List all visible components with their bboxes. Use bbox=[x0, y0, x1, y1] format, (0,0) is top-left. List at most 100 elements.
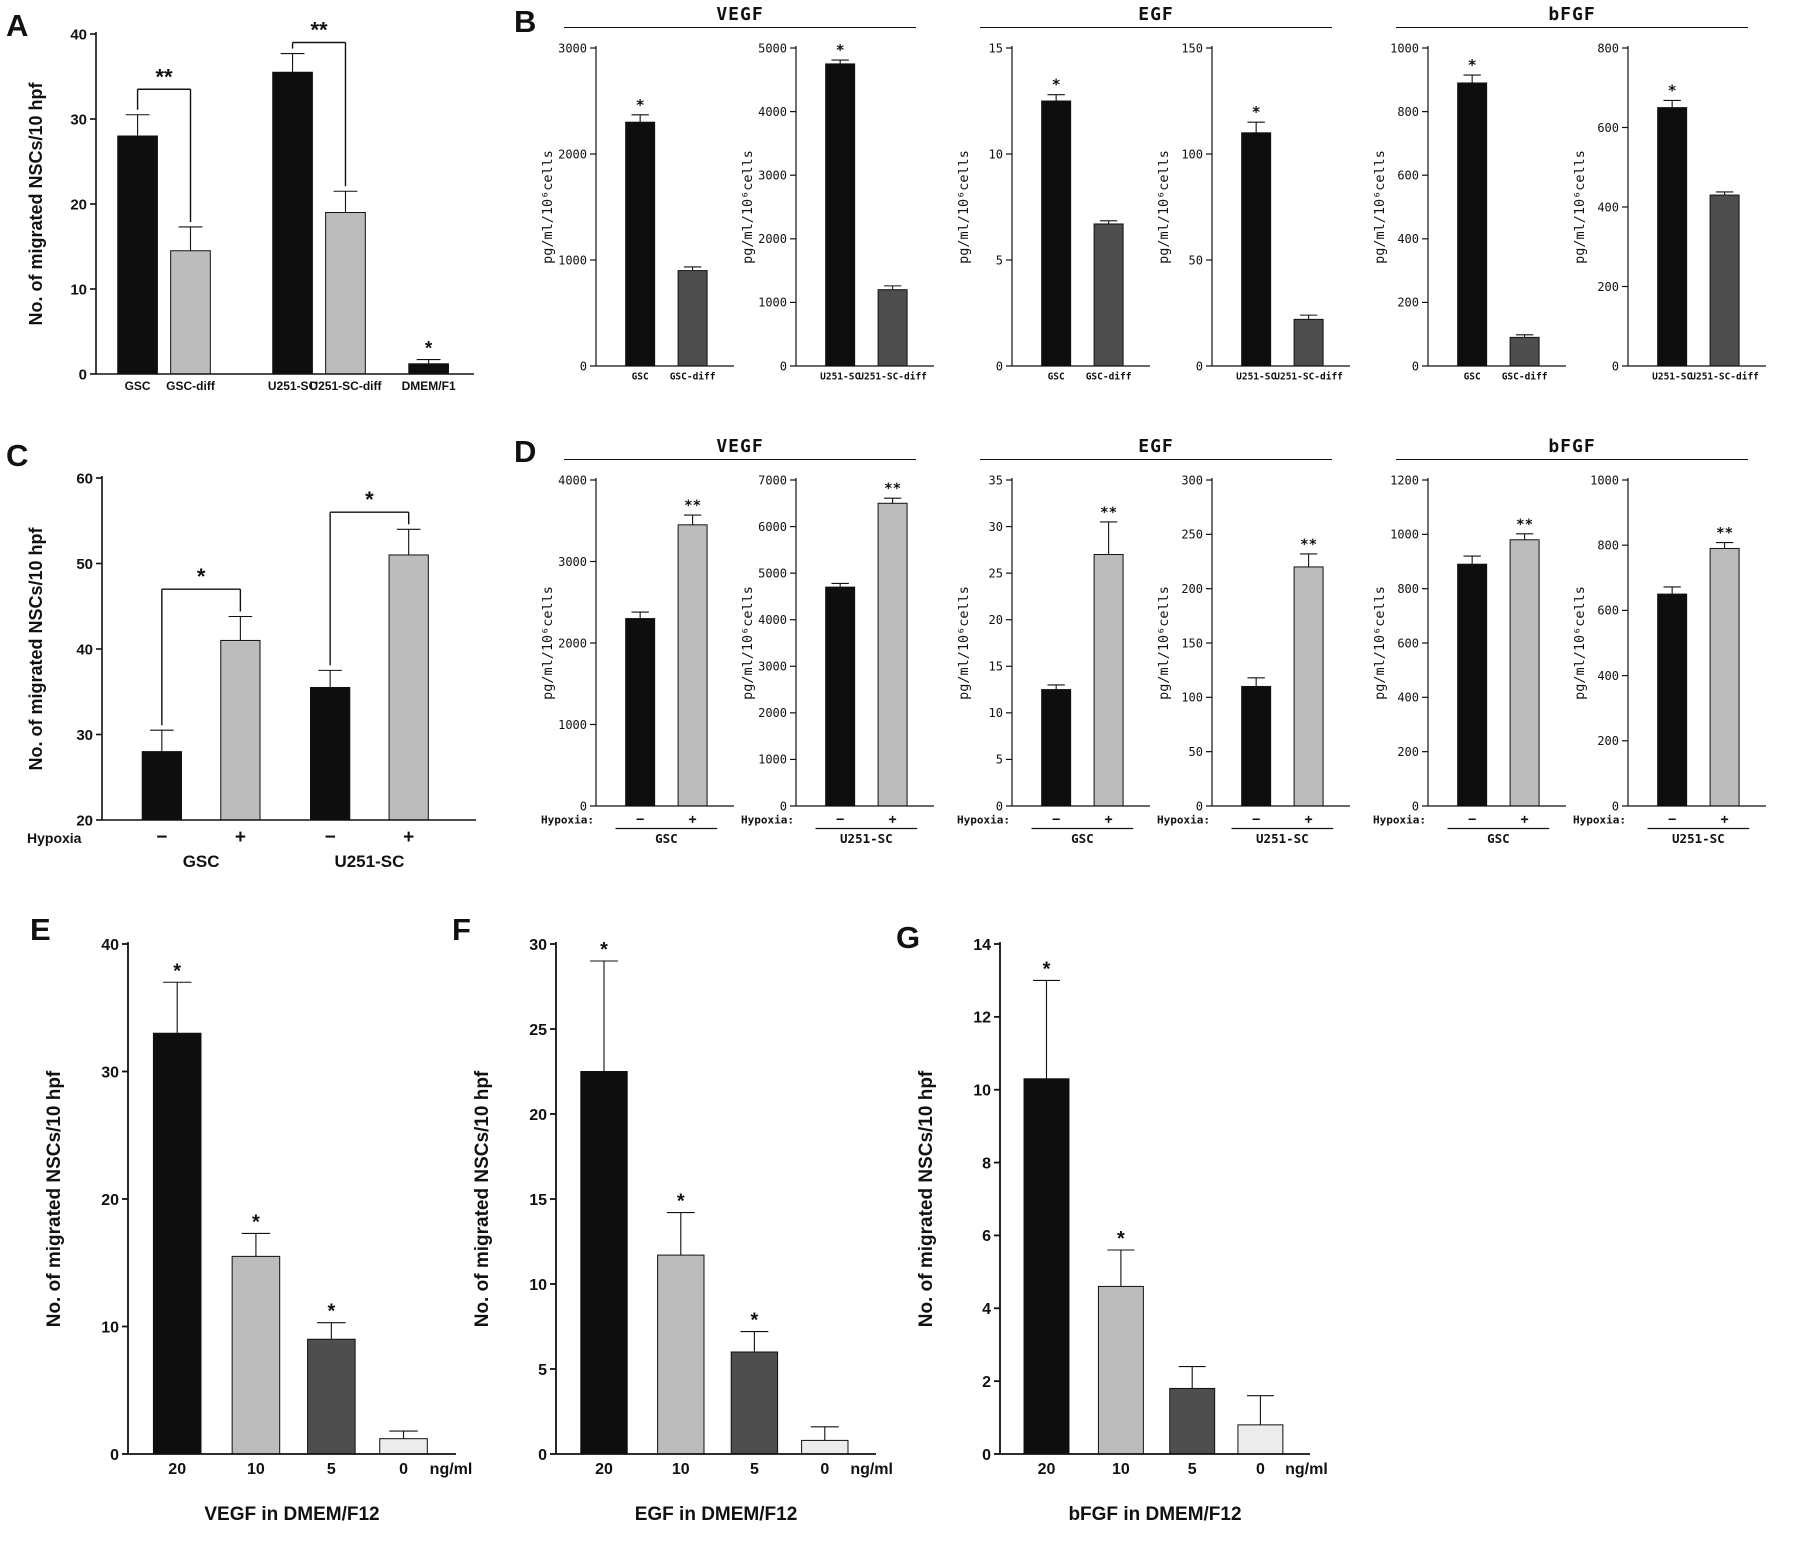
svg-text:800: 800 bbox=[1397, 105, 1419, 119]
svg-text:50: 50 bbox=[1189, 745, 1203, 759]
svg-text:U251-SC-diff: U251-SC-diff bbox=[1690, 372, 1759, 383]
svg-text:100: 100 bbox=[1181, 147, 1203, 161]
svg-text:GSC: GSC bbox=[125, 379, 151, 393]
svg-text:10: 10 bbox=[989, 147, 1003, 161]
svg-text:10: 10 bbox=[973, 1082, 991, 1099]
svg-text:200: 200 bbox=[1597, 280, 1619, 294]
svg-text:*: * bbox=[751, 1310, 759, 1332]
group-title-bfgf: bFGF bbox=[1548, 4, 1596, 25]
panel-d: VEGF ** 0 1000 2000 3000 4000 pg/ml/10⁶cells − +… bbox=[540, 436, 1790, 906]
svg-text:200: 200 bbox=[1397, 745, 1419, 759]
svg-text:*: * bbox=[1043, 958, 1051, 980]
svg-text:10: 10 bbox=[989, 706, 1003, 720]
svg-text:0: 0 bbox=[1196, 799, 1203, 813]
svg-text:4: 4 bbox=[982, 1301, 991, 1318]
chart-b-egf-gsc: * 0 5 10 15 pg/ml/10⁶cells GSC GSC-diff bbox=[956, 30, 1156, 400]
chart-egf-dose-response: * * * 0 5 10 15 20 25 30 No. of migrated NSCs/10 h… bbox=[468, 912, 910, 1528]
group-title-vegf: VEGF bbox=[716, 436, 764, 457]
svg-text:5: 5 bbox=[996, 253, 1003, 267]
title-underline bbox=[980, 27, 1332, 28]
svg-text:*: * bbox=[252, 1211, 260, 1233]
svg-text:U251-SC: U251-SC bbox=[1256, 831, 1309, 846]
svg-text:No. of migrated NSCs/10 hpf: No. of migrated NSCs/10 hpf bbox=[44, 1070, 65, 1327]
svg-text:*: * bbox=[425, 339, 433, 360]
svg-text:0: 0 bbox=[399, 1461, 408, 1478]
svg-text:2000: 2000 bbox=[558, 147, 587, 161]
svg-text:pg/ml/10⁶cells: pg/ml/10⁶cells bbox=[540, 150, 556, 264]
svg-text:3000: 3000 bbox=[758, 660, 787, 674]
svg-text:pg/ml/10⁶cells: pg/ml/10⁶cells bbox=[540, 586, 556, 700]
svg-text:30: 30 bbox=[101, 1064, 119, 1081]
svg-text:−: − bbox=[1468, 812, 1476, 828]
chart-d-vegf-gsc: ** 0 1000 2000 3000 4000 pg/ml/10⁶cells − + Hypox… bbox=[540, 462, 740, 864]
svg-text:0: 0 bbox=[996, 799, 1003, 813]
svg-text:pg/ml/10⁶cells: pg/ml/10⁶cells bbox=[1156, 586, 1172, 700]
svg-text:−: − bbox=[325, 827, 336, 848]
svg-text:−: − bbox=[836, 812, 844, 828]
svg-text:+: + bbox=[1721, 812, 1729, 828]
svg-text:0: 0 bbox=[1612, 799, 1619, 813]
svg-text:10: 10 bbox=[529, 1277, 547, 1294]
svg-text:No. of migrated NSCs/10 hpf: No. of migrated NSCs/10 hpf bbox=[26, 526, 46, 770]
svg-text:5: 5 bbox=[1188, 1461, 1197, 1478]
chart-d-bfgf-u251sc: ** 0 200 400 600 800 1000 pg/ml/10⁶cells − + Hypox… bbox=[1572, 462, 1772, 864]
svg-text:20: 20 bbox=[595, 1461, 613, 1478]
chart-d-egf-gsc: ** 0 5 10 15 20 25 30 35 pg/ml/10⁶cells − + Hypoxia:… bbox=[956, 462, 1156, 864]
svg-text:800: 800 bbox=[1597, 41, 1619, 55]
svg-text:20: 20 bbox=[989, 613, 1003, 627]
svg-text:4000: 4000 bbox=[758, 613, 787, 627]
svg-text:25: 25 bbox=[989, 566, 1003, 580]
svg-text:U251-SC: U251-SC bbox=[1672, 831, 1725, 846]
group-charts: * 0 200 400 600 800 1000 pg/ml/10⁶cells GSC GSC-d… bbox=[1372, 30, 1772, 400]
svg-text:2000: 2000 bbox=[758, 706, 787, 720]
svg-text:0: 0 bbox=[1612, 359, 1619, 373]
svg-text:1000: 1000 bbox=[558, 718, 587, 732]
panel-f-label: F bbox=[452, 912, 471, 947]
svg-text:150: 150 bbox=[1181, 41, 1203, 55]
svg-text:pg/ml/10⁶cells: pg/ml/10⁶cells bbox=[1572, 586, 1588, 700]
svg-text:20: 20 bbox=[70, 196, 87, 213]
svg-text:*: * bbox=[1052, 76, 1061, 94]
svg-text:0: 0 bbox=[982, 1447, 991, 1464]
group-charts: * 0 5 10 15 pg/ml/10⁶cells GSC GSC-diff * 0 50 100… bbox=[956, 30, 1356, 400]
svg-text:5: 5 bbox=[996, 753, 1003, 767]
svg-text:pg/ml/10⁶cells: pg/ml/10⁶cells bbox=[1156, 150, 1172, 264]
svg-text:600: 600 bbox=[1397, 169, 1419, 183]
svg-text:EGF in DMEM/F12: EGF in DMEM/F12 bbox=[635, 1504, 798, 1525]
svg-text:20: 20 bbox=[529, 1107, 547, 1124]
svg-text:+: + bbox=[1521, 812, 1529, 828]
svg-text:1000: 1000 bbox=[558, 253, 587, 267]
svg-text:Hypoxia:: Hypoxia: bbox=[1573, 814, 1626, 827]
svg-text:**: ** bbox=[155, 64, 173, 89]
svg-text:400: 400 bbox=[1397, 232, 1419, 246]
svg-text:10: 10 bbox=[70, 281, 87, 298]
chart-d-bfgf-gsc: ** 0 200 400 600 800 1000 1200 pg/ml/10⁶cells − + H… bbox=[1372, 462, 1572, 864]
svg-text:7000: 7000 bbox=[758, 473, 787, 487]
svg-text:*: * bbox=[1468, 56, 1477, 74]
chart-bfgf-dose-response: * * 0 2 4 6 8 10 12 14 No. of migrated NSCs/10 hpf… bbox=[912, 912, 1344, 1528]
svg-text:400: 400 bbox=[1397, 691, 1419, 705]
svg-text:ng/ml: ng/ml bbox=[1285, 1461, 1328, 1478]
chart-migrated-nscs-serum: * 0 10 20 30 40 No. of migrated NSCs/10 hpf GSC… bbox=[26, 10, 488, 420]
svg-text:GSC: GSC bbox=[183, 852, 220, 871]
svg-text:U251-SC-diff: U251-SC-diff bbox=[309, 379, 382, 393]
svg-text:GSC-diff: GSC-diff bbox=[670, 372, 716, 383]
svg-text:Hypoxia:: Hypoxia: bbox=[541, 814, 594, 827]
svg-text:0: 0 bbox=[79, 366, 87, 383]
svg-text:6000: 6000 bbox=[758, 520, 787, 534]
chart-b-vegf-gsc: * 0 1000 2000 3000 pg/ml/10⁶cells GSC GSC-diff bbox=[540, 30, 740, 400]
svg-text:10: 10 bbox=[101, 1319, 119, 1336]
svg-text:+: + bbox=[889, 812, 897, 828]
svg-text:0: 0 bbox=[580, 799, 587, 813]
svg-text:5: 5 bbox=[327, 1461, 336, 1478]
svg-text:10: 10 bbox=[1112, 1461, 1130, 1478]
svg-text:5000: 5000 bbox=[758, 566, 787, 580]
svg-text:**: ** bbox=[310, 18, 328, 43]
svg-text:50: 50 bbox=[1189, 253, 1203, 267]
svg-text:Hypoxia:: Hypoxia: bbox=[957, 814, 1010, 827]
svg-text:Hypoxia: Hypoxia bbox=[27, 830, 82, 846]
svg-text:U251-SC-diff: U251-SC-diff bbox=[1274, 372, 1343, 383]
svg-text:20: 20 bbox=[1038, 1461, 1056, 1478]
svg-text:100: 100 bbox=[1181, 691, 1203, 705]
chart-b-bfgf-u251sc: * 0 200 400 600 800 pg/ml/10⁶cells U251-SC U251-… bbox=[1572, 30, 1772, 400]
